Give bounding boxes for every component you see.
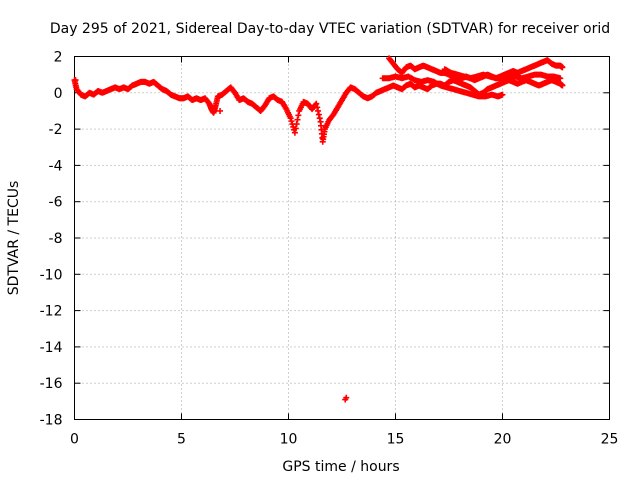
y-tick-label: 0 — [54, 86, 63, 102]
axis-ticks: 0 5 10 15 20 25 -18 -16 -14 -12 -10 -8 -6 -4 -2 0 2 — [40, 50, 619, 448]
data-point — [287, 115, 294, 122]
chart-title: Day 295 of 2021, Sidereal Day-to-day VTE… — [50, 21, 610, 37]
y-tick-label: -2 — [49, 122, 63, 138]
y-tick-label: -4 — [49, 158, 63, 174]
x-tick-label: 5 — [177, 432, 186, 448]
data-point-outlier — [217, 107, 224, 114]
data-point — [294, 116, 301, 123]
x-tick-label: 0 — [70, 432, 79, 448]
x-tick-label: 20 — [494, 432, 512, 448]
y-tick-label: 2 — [54, 50, 63, 66]
data-point — [293, 121, 300, 128]
y-tick-label: -8 — [49, 231, 63, 247]
data-point — [315, 111, 322, 118]
data-point — [559, 82, 566, 89]
data-point — [292, 125, 299, 132]
data-point-outlier — [72, 77, 79, 84]
y-tick-label: -18 — [40, 413, 63, 429]
x-axis-label: GPS time / hours — [282, 459, 399, 475]
data-point — [291, 129, 298, 136]
data-point — [316, 115, 323, 122]
data-point — [315, 107, 322, 114]
data-points — [71, 55, 566, 403]
data-point — [314, 104, 321, 111]
y-tick-label: -12 — [40, 304, 63, 320]
y-tick-label: -10 — [40, 267, 63, 283]
y-tick-label: -6 — [49, 195, 63, 211]
y-tick-label: -16 — [40, 376, 63, 392]
data-point — [499, 91, 506, 98]
x-tick-label: 10 — [280, 432, 298, 448]
x-tick-label: 25 — [601, 432, 619, 448]
y-axis-label: SDTVAR / TECUs — [6, 181, 22, 296]
data-point — [313, 100, 320, 107]
data-point — [559, 64, 566, 71]
y-tick-label: -14 — [40, 340, 63, 356]
data-point — [288, 118, 295, 125]
grid — [74, 56, 610, 420]
data-point — [557, 75, 564, 82]
x-tick-label: 15 — [387, 432, 405, 448]
data-point — [295, 112, 302, 119]
data-point-outlier — [342, 396, 349, 403]
